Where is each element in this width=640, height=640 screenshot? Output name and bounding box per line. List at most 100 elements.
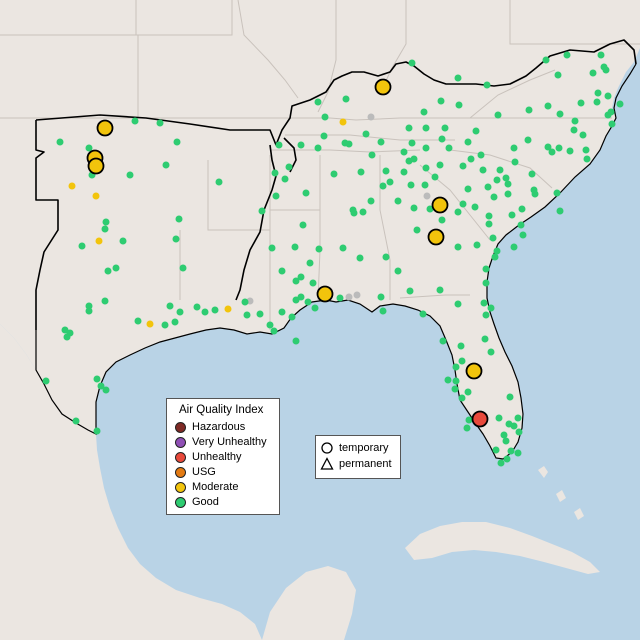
monitor-good [422,144,430,152]
monitor-good [406,287,414,295]
monitor-good [465,416,473,424]
monitor-moderate-temporary [96,119,114,137]
monitor-good [484,183,492,191]
monitor-good [439,337,447,345]
monitor-good [454,243,462,251]
monitor-good [400,168,408,176]
monitor-good [72,417,80,425]
monitor-good [602,66,610,74]
monitor-good [492,446,500,454]
moderate-swatch [175,481,186,493]
coastline [35,63,637,460]
monitor-good [514,449,522,457]
monitor-good [63,333,71,341]
monitor-good [420,108,428,116]
monitor-good [268,244,276,252]
triangle-icon [320,457,334,470]
monitor-good [503,455,511,463]
monitor-good [171,318,179,326]
monitor-good [359,208,367,216]
monitor-good [211,306,219,314]
monitor-good [506,393,514,401]
legend-label-unhealthy: Unhealthy [192,451,242,463]
monitor-good [607,108,615,116]
monitor-good [93,427,101,435]
bahamas-landmass [538,466,584,520]
monitor-no-data [423,192,431,200]
monitor-good [314,98,322,106]
monitor-good [608,120,616,128]
monitor-good [292,277,300,285]
monitor-good [454,74,462,82]
monitor-good [487,348,495,356]
monitor-good [309,279,317,287]
monitor-good [436,161,444,169]
monitor-good [563,51,571,59]
monitor-good [505,420,513,428]
monitor-good [297,141,305,149]
monitor-good [342,95,350,103]
monitor-good [408,59,416,67]
monitor-good [508,211,516,219]
monitor-good [304,298,312,306]
monitor-good [410,155,418,163]
monitor-good [487,304,495,312]
monitor-good [459,162,467,170]
monitor-good [131,117,139,125]
circle-icon [321,442,333,454]
monitor-good [528,170,536,178]
monitor-good [431,173,439,181]
monitor-good [480,299,488,307]
monitor-good [490,193,498,201]
monitor-good [379,182,387,190]
monitor-good [479,166,487,174]
monitor-good [497,459,505,467]
monitor-good [394,197,402,205]
monitor-good [556,110,564,118]
monitor-good [481,335,489,343]
monitor-good [407,181,415,189]
monitor-good [530,186,538,194]
monitor-moderate [68,182,76,190]
monitor-good [441,124,449,132]
legend-row-moderate: Moderate [175,480,238,494]
monitor-good [464,388,472,396]
monitor-good [179,264,187,272]
monitor-unhealthy-temporary [471,410,489,428]
monitor-good [583,155,591,163]
monitor-moderate-temporary [465,362,483,380]
monitor-good [451,385,459,393]
legend-row-usg: USG [175,465,216,479]
monitor-good [166,302,174,310]
monitor-good [266,321,274,329]
monitor-good [321,113,329,121]
monitor-good [597,51,605,59]
monitor-good [514,414,522,422]
monitor-good [292,337,300,345]
monitor-good [320,132,328,140]
monitor-good [571,117,579,125]
monitor-good [78,242,86,250]
monitor-good [97,382,105,390]
monitor-good [350,209,358,217]
monitor-good [489,234,497,242]
monitor-good [408,139,416,147]
monitor-layer [42,51,624,467]
monitor-good [511,158,519,166]
legend-label-moderate: Moderate [192,481,239,493]
monitor-good [544,143,552,151]
monitor-good [518,205,526,213]
monitor-good [455,101,463,109]
monitor-good [457,342,465,350]
monitor-moderate-temporary [316,285,334,303]
monitor-good [56,138,64,146]
monitor-good [271,169,279,177]
monitor-good [299,221,307,229]
monitor-good [525,106,533,114]
monitor-good [472,127,480,135]
monitor-good [504,190,512,198]
monitor-good [482,279,490,287]
monitor-good [496,166,504,174]
monitor-good [458,357,466,365]
monitor-good [507,447,515,455]
